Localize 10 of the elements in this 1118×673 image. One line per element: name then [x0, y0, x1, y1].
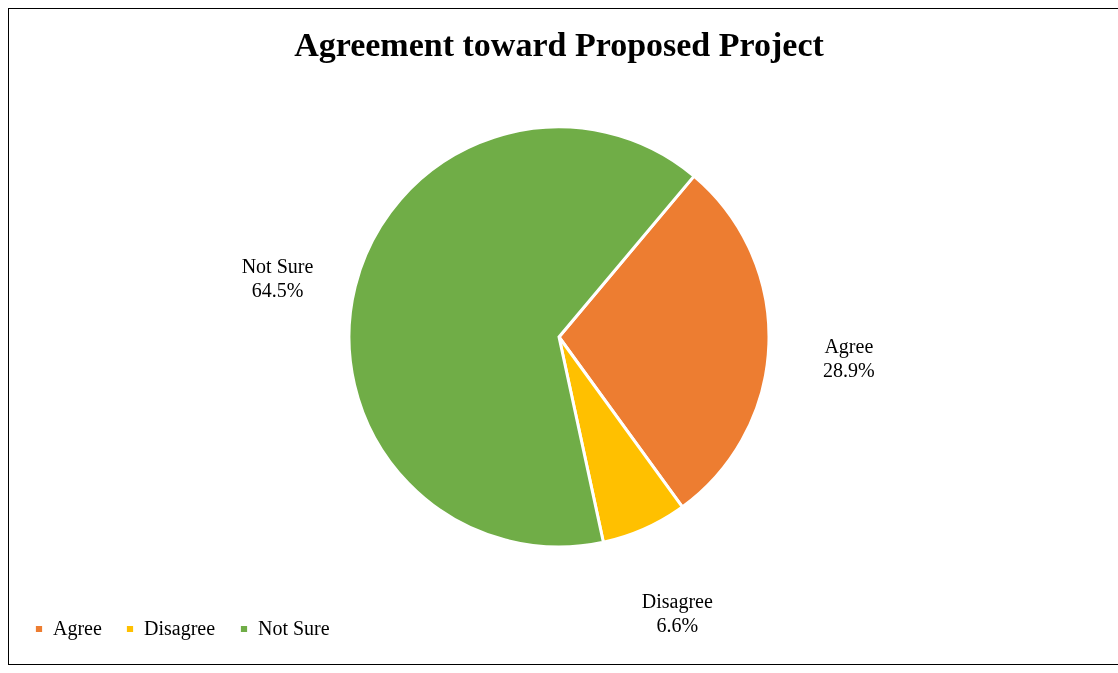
slice-label: Agree: [824, 335, 874, 359]
slice-label: Not Sure: [241, 255, 314, 278]
legend-label: Agree: [53, 617, 102, 640]
legend-label: Not Sure: [258, 617, 330, 639]
data-label: 6.6%: [656, 613, 699, 636]
slice-label: Disagree: [641, 589, 713, 613]
legend-label: Disagree: [144, 617, 216, 640]
data-label: 28.9%: [822, 359, 875, 382]
data-label: 64.5%: [251, 279, 304, 302]
chart-title: Agreement toward Proposed Project: [294, 26, 825, 63]
